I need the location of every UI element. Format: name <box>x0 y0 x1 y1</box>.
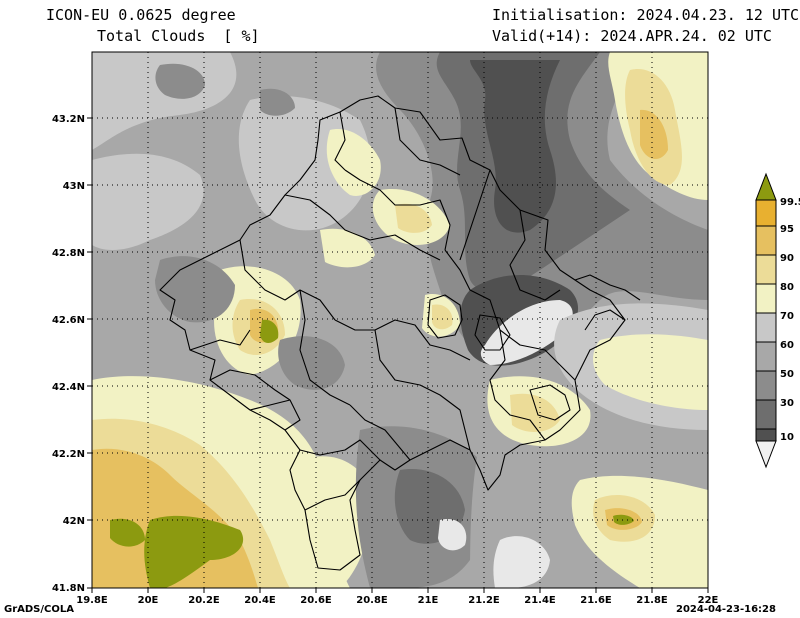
legend-swatch <box>755 199 777 227</box>
legend-label: 30 <box>780 398 794 409</box>
lon-axis: 19.8E 20E 20.2E 20.4E 20.6E 20.8E 21E 21… <box>76 588 719 606</box>
lat-label: 43N <box>63 181 85 192</box>
legend-bottom-triangle <box>755 440 777 469</box>
valid-time: Valid(+14): 2024.APR.24. 02 UTC <box>492 27 772 45</box>
legend-swatch <box>755 370 777 401</box>
legend-label: 90 <box>780 253 794 264</box>
legend-top-triangle <box>755 172 777 201</box>
render-timestamp: 2024-04-23-16:28 <box>676 604 776 615</box>
lat-label: 42.2N <box>52 449 85 460</box>
color-legend <box>755 172 777 469</box>
lat-label: 42.4N <box>52 382 85 393</box>
lat-axis: 43.2N 43N 42.8N 42.6N 42.4N 42.2N 42N 41… <box>52 114 92 594</box>
lon-label: 21.4E <box>524 595 556 606</box>
admin-borders <box>159 95 641 571</box>
lon-label: 21.6E <box>580 595 612 606</box>
legend-label: 60 <box>780 340 794 351</box>
legend-swatch <box>755 428 777 442</box>
legend-label: 70 <box>780 311 794 322</box>
legend-swatch <box>755 225 777 256</box>
software-credit: GrADS/COLA <box>4 604 74 615</box>
legend-swatch <box>755 341 777 372</box>
lon-label: 20.2E <box>188 595 220 606</box>
legend-labels: 99.5 95 90 80 70 60 50 30 10 <box>780 197 800 443</box>
legend-swatch <box>755 399 777 430</box>
legend-swatch <box>755 312 777 343</box>
field-title: Total Clouds [ %] <box>97 27 260 45</box>
legend-label: 80 <box>780 282 794 293</box>
cloud-field <box>92 52 708 588</box>
legend-swatch <box>755 283 777 314</box>
legend-label: 99.5 <box>780 197 800 208</box>
lon-label: 21.2E <box>468 595 500 606</box>
map-frame <box>91 51 709 589</box>
lon-label: 20.8E <box>356 595 388 606</box>
lat-label: 42.8N <box>52 248 85 259</box>
lon-label: 21.8E <box>636 595 668 606</box>
lon-label: 19.8E <box>76 595 108 606</box>
lat-label: 41.8N <box>52 583 85 594</box>
legend-label: 10 <box>780 432 794 443</box>
init-time: Initialisation: 2024.04.23. 12 UTC <box>492 6 800 24</box>
lon-label: 22E <box>698 595 719 606</box>
legend-swatch <box>755 254 777 285</box>
legend-label: 95 <box>780 224 794 235</box>
legend-label: 50 <box>780 369 794 380</box>
lat-label: 42.6N <box>52 315 85 326</box>
lon-label: 21E <box>418 595 439 606</box>
lon-label: 20E <box>138 595 159 606</box>
lat-label: 42N <box>63 516 85 527</box>
lat-label: 43.2N <box>52 114 85 125</box>
lon-label: 20.4E <box>244 595 276 606</box>
lon-label: 20.6E <box>300 595 332 606</box>
model-title: ICON-EU 0.0625 degree <box>46 6 236 24</box>
